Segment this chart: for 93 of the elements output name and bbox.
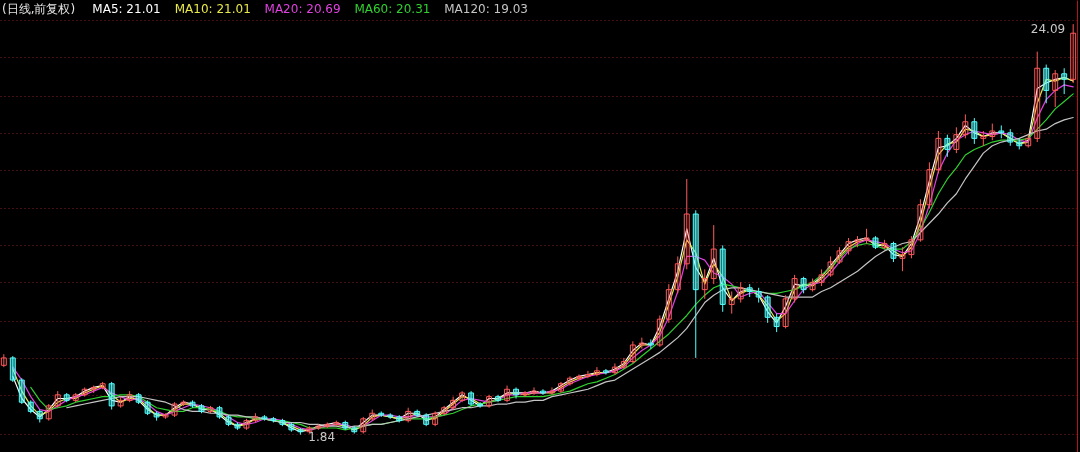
- candlestick: [746, 283, 753, 298]
- candlestick: [611, 362, 618, 376]
- candlestick: [9, 355, 16, 383]
- candlestick: [944, 134, 951, 158]
- text: MA120: 19.03: [444, 2, 528, 16]
- candlestick: [27, 399, 34, 414]
- candlestick: [153, 410, 160, 422]
- candlestick: [629, 340, 636, 364]
- candlestick: [198, 403, 205, 414]
- candlestick: [225, 414, 232, 427]
- candlestick: [656, 314, 663, 348]
- candlestick: [549, 386, 555, 396]
- candlestick: [710, 224, 717, 285]
- candlestick: [450, 396, 457, 411]
- candlestick: [782, 294, 789, 329]
- candlestick: [890, 241, 897, 263]
- candlestick: [926, 161, 933, 209]
- candlestick: [486, 394, 493, 409]
- candlestick: [459, 390, 466, 403]
- candlestick: [665, 283, 672, 324]
- candlestick: [423, 412, 430, 427]
- candlestick: [737, 281, 744, 304]
- candlestick: [575, 374, 582, 381]
- annotation: 24.09: [1030, 22, 1066, 37]
- annotation: 1.84: [308, 429, 336, 444]
- candlestick: [1052, 69, 1059, 108]
- candlestick: [917, 198, 924, 243]
- candlestick: [414, 409, 421, 418]
- candlestick: [962, 113, 969, 139]
- candlestick: [566, 375, 573, 387]
- candlestick: [342, 420, 349, 431]
- candlestick: [728, 290, 735, 315]
- candlestick: [531, 386, 537, 396]
- candlestick: [791, 274, 798, 304]
- candlestick: [135, 392, 142, 405]
- candlestick: [692, 209, 699, 359]
- candlestick: [755, 287, 762, 304]
- candlestick: [63, 392, 70, 403]
- candlestick: [540, 388, 546, 396]
- candlestick: [18, 377, 25, 405]
- text: MA10: 21.01: [174, 2, 251, 16]
- candlestick: [477, 401, 484, 409]
- text: MA20: 20.69: [264, 2, 341, 16]
- candlestick: [683, 178, 690, 270]
- candlestick: [495, 394, 502, 403]
- text: MA60: 20.31: [354, 2, 431, 16]
- candlestick: [908, 235, 915, 259]
- candlestick: [971, 117, 978, 145]
- candlestick: [108, 381, 115, 411]
- candlestick: [387, 412, 394, 420]
- candlestick: [351, 425, 358, 435]
- candlestick: [800, 276, 807, 294]
- candlestick: [1070, 23, 1077, 84]
- candlestick: [288, 421, 295, 433]
- candlestick: [719, 244, 726, 313]
- candlestick: [1043, 64, 1050, 104]
- candlestick: [441, 405, 448, 416]
- candlestick: [557, 381, 564, 394]
- candlestick: [378, 410, 385, 418]
- candlestick: [144, 399, 151, 416]
- text: MA5: 21.01: [92, 2, 161, 16]
- candlestick: [1016, 137, 1023, 150]
- candlestick: [216, 405, 223, 420]
- candlestick: [872, 235, 879, 250]
- candlestick: [36, 409, 43, 423]
- candlestick: [935, 130, 942, 174]
- candlestick: [522, 390, 528, 398]
- candlestick: [602, 368, 609, 376]
- candlestick: [468, 390, 475, 407]
- candlestick: [620, 357, 627, 370]
- candlestick: [396, 414, 403, 423]
- candlestick: [1007, 128, 1014, 147]
- candlestick: [998, 124, 1005, 139]
- candlestick: [504, 385, 511, 403]
- candlestick: [674, 255, 681, 294]
- candlestick: [234, 421, 241, 431]
- candlestick: [1034, 51, 1041, 143]
- candlestick: [701, 268, 708, 300]
- candlestick: [261, 414, 268, 422]
- candlestick: [1061, 67, 1068, 95]
- candlestick: [953, 126, 960, 154]
- candlestick: [584, 370, 591, 379]
- candlestick: [297, 427, 304, 436]
- chart-title: (日线,前复权): [2, 2, 76, 16]
- candlestick: [593, 366, 600, 377]
- candlestick: [899, 246, 906, 272]
- candlestick: [513, 386, 520, 399]
- candlestick: [827, 255, 834, 278]
- candlestick: [647, 338, 654, 350]
- candlestick: [773, 313, 780, 333]
- candlestick: [279, 418, 286, 427]
- candlestick: [189, 399, 196, 409]
- candlestick: [764, 294, 771, 324]
